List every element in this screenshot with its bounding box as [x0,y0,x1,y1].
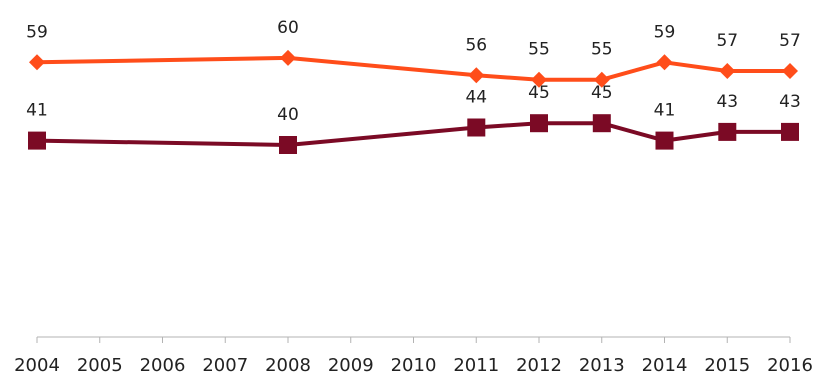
data-label: 57 [716,31,738,51]
data-point [467,118,486,137]
x-tick-label: 2006 [140,355,186,376]
x-tick-label: 2009 [328,355,374,376]
data-point [468,67,485,84]
data-label: 44 [465,88,487,108]
data-label: 55 [591,40,613,60]
data-label: 60 [277,18,299,38]
series-line [35,121,792,147]
data-point [655,131,674,150]
x-tick-label: 2004 [14,355,60,376]
series-1 [29,49,798,88]
data-label: 40 [277,105,299,125]
data-point [718,122,737,141]
data-point [531,71,547,88]
data-label: 55 [528,40,550,60]
data-label: 57 [779,31,801,51]
data-point [656,54,673,71]
data-label: 41 [26,101,48,121]
data-point [781,122,799,141]
data-point [280,49,296,66]
x-tick-label: 2011 [453,355,499,376]
data-labels: 59 60 56 55 55 59 57 57 41 40 44 45 45 41 43 43 [26,18,801,125]
data-point [28,131,46,150]
series-2 [28,114,799,154]
data-point [279,136,297,154]
x-tick-label: 2005 [77,355,123,376]
data-point [719,63,736,79]
data-label: 41 [654,101,676,121]
x-tick-label: 2007 [202,355,248,376]
x-tick-label: 2014 [642,355,688,376]
data-point [530,114,548,133]
data-point [29,54,45,71]
data-label: 59 [654,22,676,42]
x-tick-label: 2012 [516,355,562,376]
series-layer [28,49,799,154]
series-line [35,55,792,82]
data-point [592,114,611,133]
x-tick-label: 2010 [391,355,437,376]
data-label: 43 [716,92,738,112]
x-axis: 2004 2005 2006 2007 2008 2009 2010 2011 2012 2013… [14,336,813,376]
x-tick-label: 2016 [767,355,813,376]
data-label: 45 [528,83,550,103]
data-label: 56 [465,35,487,55]
x-tick-label: 2013 [579,355,625,376]
data-label: 59 [26,22,48,42]
data-label: 45 [591,83,613,103]
x-tick-label: 2008 [265,355,311,376]
data-point [782,63,798,79]
data-point [593,71,610,88]
data-label: 43 [779,92,801,112]
x-tick-label: 2015 [704,355,750,376]
